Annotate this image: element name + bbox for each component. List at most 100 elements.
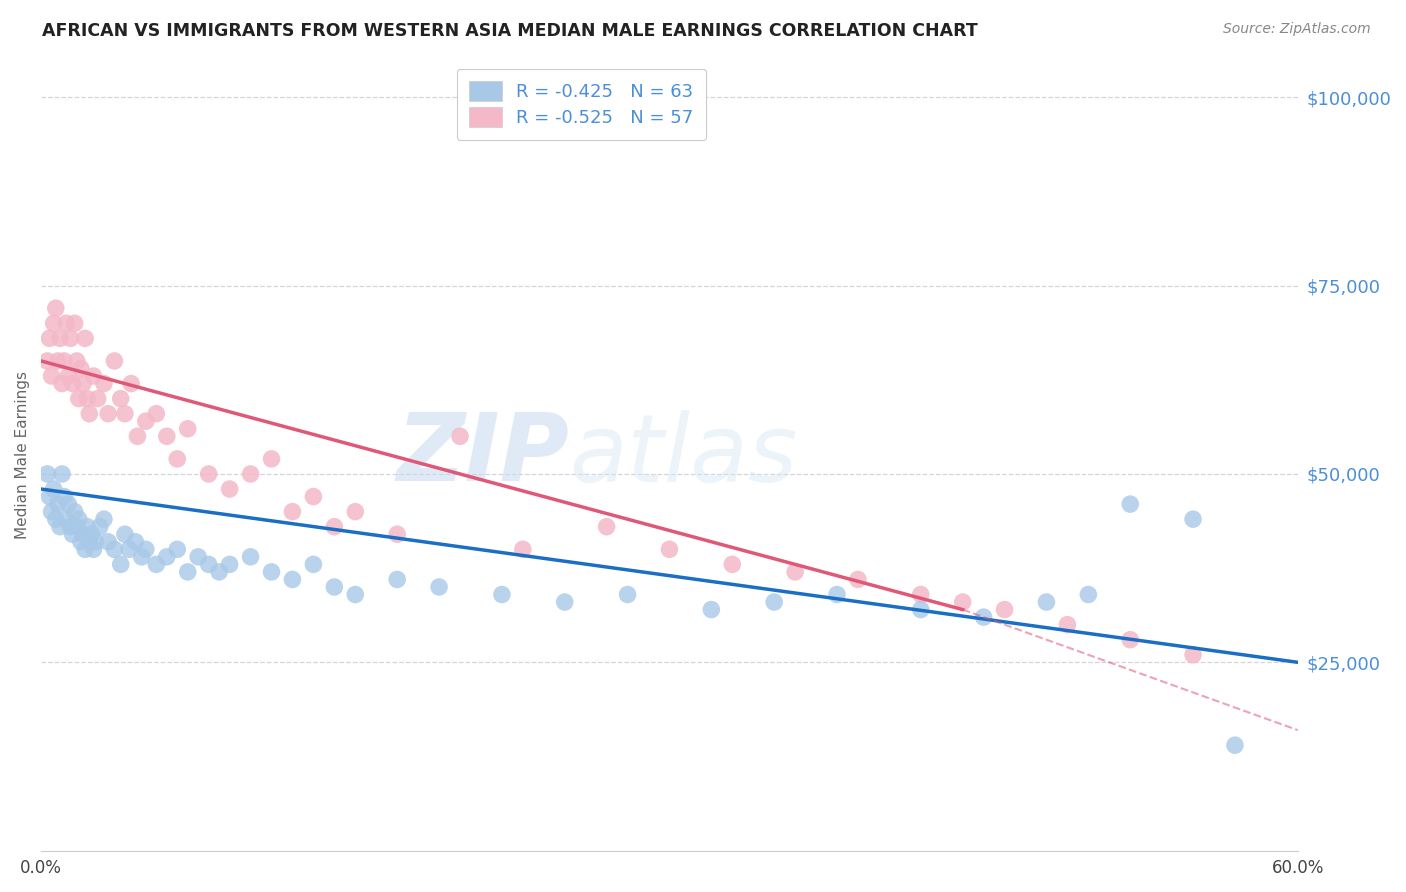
Point xyxy=(114,407,136,421)
Point xyxy=(166,451,188,466)
Point xyxy=(66,354,89,368)
Point xyxy=(208,565,231,579)
Point xyxy=(952,595,974,609)
Point xyxy=(197,467,219,481)
Point xyxy=(127,429,149,443)
Point xyxy=(53,490,76,504)
Point xyxy=(76,519,98,533)
Text: atlas: atlas xyxy=(569,409,797,500)
Point xyxy=(973,610,995,624)
Point xyxy=(1119,632,1142,647)
Point xyxy=(846,573,869,587)
Point xyxy=(700,602,723,616)
Point xyxy=(177,422,200,436)
Point xyxy=(131,549,153,564)
Point xyxy=(93,512,115,526)
Point xyxy=(1223,738,1246,752)
Point xyxy=(58,497,80,511)
Point xyxy=(512,542,534,557)
Point xyxy=(721,558,744,572)
Point xyxy=(1056,617,1078,632)
Point xyxy=(46,354,69,368)
Point xyxy=(37,354,59,368)
Point xyxy=(66,519,89,533)
Point xyxy=(103,542,125,557)
Point xyxy=(177,565,200,579)
Y-axis label: Median Male Earnings: Median Male Earnings xyxy=(15,371,30,539)
Point xyxy=(41,369,63,384)
Point xyxy=(120,376,142,391)
Legend: R = -0.425   N = 63, R = -0.525   N = 57: R = -0.425 N = 63, R = -0.525 N = 57 xyxy=(457,69,706,140)
Point xyxy=(59,331,82,345)
Point xyxy=(42,482,65,496)
Point xyxy=(55,316,77,330)
Point xyxy=(166,542,188,557)
Point xyxy=(110,392,132,406)
Point xyxy=(385,573,408,587)
Point xyxy=(385,527,408,541)
Point xyxy=(260,451,283,466)
Point xyxy=(97,534,120,549)
Point xyxy=(70,534,93,549)
Point xyxy=(1182,512,1205,526)
Text: AFRICAN VS IMMIGRANTS FROM WESTERN ASIA MEDIAN MALE EARNINGS CORRELATION CHART: AFRICAN VS IMMIGRANTS FROM WESTERN ASIA … xyxy=(42,22,979,40)
Point xyxy=(910,602,932,616)
Point xyxy=(51,467,73,481)
Point xyxy=(658,542,681,557)
Point xyxy=(993,602,1015,616)
Point xyxy=(302,490,325,504)
Point xyxy=(76,392,98,406)
Point xyxy=(763,595,786,609)
Point xyxy=(239,549,262,564)
Point xyxy=(41,505,63,519)
Point xyxy=(84,534,107,549)
Point xyxy=(46,497,69,511)
Point xyxy=(491,587,513,601)
Point xyxy=(135,414,157,428)
Point xyxy=(616,587,638,601)
Point xyxy=(825,587,848,601)
Point xyxy=(53,354,76,368)
Point xyxy=(89,519,111,533)
Point xyxy=(51,376,73,391)
Point xyxy=(72,376,94,391)
Point xyxy=(49,331,72,345)
Point xyxy=(82,542,104,557)
Point xyxy=(156,429,179,443)
Point xyxy=(344,587,367,601)
Point xyxy=(80,527,103,541)
Point xyxy=(1182,648,1205,662)
Point xyxy=(145,558,167,572)
Point xyxy=(118,542,141,557)
Point xyxy=(86,392,108,406)
Point xyxy=(75,331,97,345)
Point xyxy=(63,316,86,330)
Point xyxy=(135,542,157,557)
Point xyxy=(75,542,97,557)
Point xyxy=(323,519,346,533)
Point xyxy=(58,369,80,384)
Point xyxy=(449,429,471,443)
Point xyxy=(595,519,617,533)
Point xyxy=(554,595,576,609)
Point xyxy=(37,467,59,481)
Point xyxy=(427,580,450,594)
Point xyxy=(197,558,219,572)
Point xyxy=(38,490,60,504)
Point xyxy=(45,301,67,316)
Point xyxy=(82,369,104,384)
Text: Source: ZipAtlas.com: Source: ZipAtlas.com xyxy=(1223,22,1371,37)
Point xyxy=(70,361,93,376)
Point xyxy=(67,392,90,406)
Point xyxy=(114,527,136,541)
Point xyxy=(45,512,67,526)
Point xyxy=(62,376,84,391)
Point xyxy=(42,316,65,330)
Point xyxy=(72,527,94,541)
Point xyxy=(281,505,304,519)
Point xyxy=(260,565,283,579)
Point xyxy=(79,407,101,421)
Point xyxy=(910,587,932,601)
Point xyxy=(323,580,346,594)
Point xyxy=(281,573,304,587)
